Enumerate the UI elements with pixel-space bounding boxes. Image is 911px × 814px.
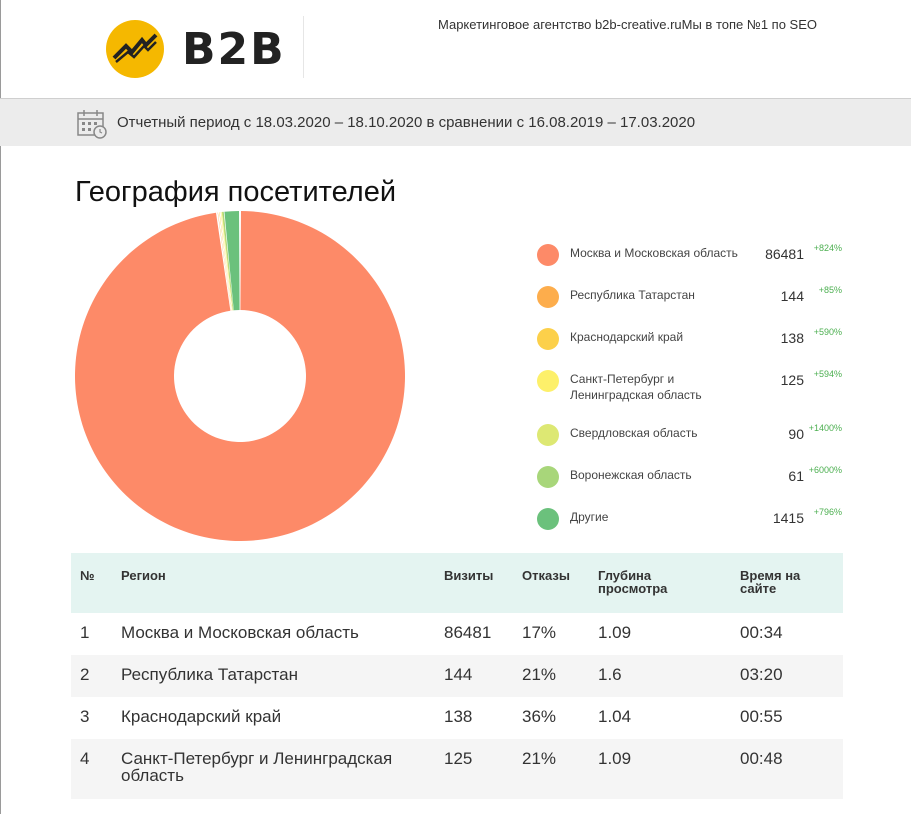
donut-slice <box>219 212 232 311</box>
row-region-line1: Санкт-Петербург и Ленинградская <box>121 749 393 768</box>
header-visits: Визиты <box>444 568 494 583</box>
visitor-geography-donut-chart <box>74 211 405 541</box>
legend-item: Краснодарский край 138 +590% <box>537 324 842 354</box>
row-depth: 1.6 <box>598 665 622 684</box>
row-visits: 125 <box>444 749 473 768</box>
table-row: 1 Москва и Московская область 86481 17% … <box>71 613 843 655</box>
legend-value: 138 <box>780 330 804 346</box>
row-depth: 1.09 <box>598 749 632 768</box>
table-row: 3 Краснодарский край 138 36% 1.04 00:55 <box>71 697 843 739</box>
row-num: 1 <box>80 623 90 642</box>
row-bounces: 21% <box>522 665 557 684</box>
row-num: 3 <box>80 707 90 726</box>
header-depth-line2: просмотра <box>598 581 668 596</box>
b2b-logo: B2B <box>106 19 286 79</box>
donut-slice <box>224 211 240 311</box>
donut-slice <box>222 211 234 311</box>
legend-value: 61 <box>788 468 804 484</box>
row-num: 2 <box>80 665 90 684</box>
header-depth: Глубина просмотра <box>598 569 667 595</box>
row-region-line2: область <box>121 766 184 785</box>
header-divider <box>303 16 304 78</box>
header-num: № <box>80 568 95 583</box>
legend-item: Другие 1415 +796% <box>537 504 842 534</box>
legend-delta: +594% <box>813 369 842 379</box>
legend-item: Воронежская область 61 +6000% <box>537 462 842 492</box>
legend-delta: +85% <box>818 285 842 295</box>
legend-delta: +590% <box>813 327 842 337</box>
calendar-icon <box>77 110 107 139</box>
legend-label: Москва и Московская область <box>570 246 738 260</box>
report-period-text: Отчетный период с 18.03.2020 – 18.10.202… <box>117 114 696 131</box>
legend-delta: +824% <box>813 243 842 253</box>
row-bounces: 17% <box>522 623 557 642</box>
row-bounces: 21% <box>522 749 557 768</box>
donut-slice <box>74 211 405 541</box>
legend-color-icon <box>537 466 559 488</box>
header-time-line1: Время на <box>740 568 801 583</box>
legend-color-icon <box>537 286 559 308</box>
row-depth: 1.09 <box>598 623 632 642</box>
legend-delta: +1400% <box>808 423 842 433</box>
lightning-logo-icon <box>106 20 164 78</box>
donut-slice <box>220 212 233 311</box>
legend-delta: +6000% <box>808 465 842 475</box>
table-header: № Регион Визиты Отказы Глубина просмотра… <box>71 553 843 613</box>
legend-value: 1415 <box>772 510 804 526</box>
row-region: Республика Татарстан <box>121 665 298 684</box>
report-period-bar: Отчетный период с 18.03.2020 – 18.10.202… <box>0 98 911 146</box>
legend-label: Свердловская область <box>570 426 698 440</box>
row-region: Санкт-Петербург и Ленинградская область <box>121 750 392 784</box>
legend-delta: +796% <box>813 507 842 517</box>
legend-value: 86481 <box>765 246 804 262</box>
row-region: Москва и Московская область <box>121 623 359 642</box>
header-region: Регион <box>121 568 166 583</box>
legend-color-icon <box>537 244 559 266</box>
row-time: 00:55 <box>740 707 783 726</box>
row-num: 4 <box>80 749 90 768</box>
row-region: Краснодарский край <box>121 707 282 726</box>
header-bounces: Отказы <box>522 568 570 583</box>
donut-slice <box>221 211 234 311</box>
agency-tagline: Маркетинговое агентство b2b-creative.ruМ… <box>438 17 817 32</box>
logo-text: B2B <box>182 23 286 75</box>
legend-label: Другие <box>570 510 609 524</box>
table-row: 4 Санкт-Петербург и Ленинградская област… <box>71 739 843 799</box>
row-bounces: 36% <box>522 707 557 726</box>
row-depth: 1.04 <box>598 707 632 726</box>
page-left-border <box>0 0 1 814</box>
legend-label: Краснодарский край <box>570 330 684 344</box>
legend-color-icon <box>537 328 559 350</box>
legend-item: Республика Татарстан 144 +85% <box>537 282 842 312</box>
legend-item: Санкт-Петербург и Ленинградская область 1… <box>537 366 842 402</box>
header-time-line2: сайте <box>740 581 777 596</box>
legend-value: 144 <box>780 288 804 304</box>
legend-color-icon <box>537 370 559 392</box>
legend-label: Республика Татарстан <box>570 288 695 302</box>
legend-value: 90 <box>788 426 804 442</box>
legend-item: Свердловская область 90 +1400% <box>537 420 842 450</box>
header-time: Время на сайте <box>740 569 800 595</box>
legend-item: Москва и Московская область 86481 +824% <box>537 240 842 270</box>
row-visits: 144 <box>444 665 473 684</box>
row-visits: 138 <box>444 707 473 726</box>
donut-slice <box>217 212 232 311</box>
legend-label: Санкт-Петербург и Ленинградская область <box>570 372 702 402</box>
legend-color-icon <box>537 424 559 446</box>
row-time: 03:20 <box>740 665 783 684</box>
row-time: 00:48 <box>740 749 783 768</box>
row-time: 00:34 <box>740 623 783 642</box>
legend-label: Воронежская область <box>570 468 692 482</box>
legend-color-icon <box>537 508 559 530</box>
header-depth-line1: Глубина <box>598 568 652 583</box>
legend-value: 125 <box>780 372 804 388</box>
table-row: 2 Республика Татарстан 144 21% 1.6 03:20 <box>71 655 843 697</box>
page-title: География посетителей <box>75 176 397 208</box>
row-visits: 86481 <box>444 623 492 642</box>
